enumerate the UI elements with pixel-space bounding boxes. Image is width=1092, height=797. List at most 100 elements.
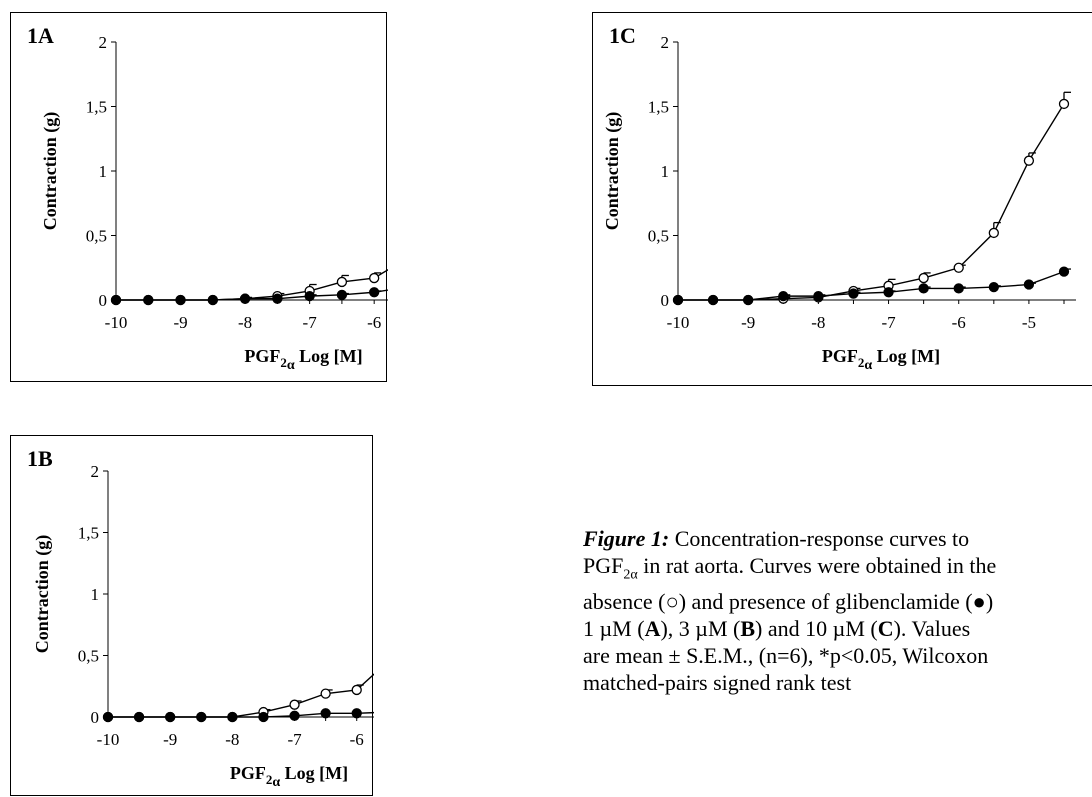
filled-circle-point — [304, 290, 315, 302]
filled-circle-point — [369, 287, 380, 298]
open-circle-point — [953, 262, 964, 273]
y-tick-label: 1 — [99, 162, 108, 181]
x-tick-label: -10 — [667, 313, 690, 332]
x-axis-label-tail: Log [M] — [280, 763, 348, 783]
open-circle-point — [351, 684, 362, 696]
filled-circle-point — [743, 294, 754, 306]
x-tick-label: -8 — [238, 313, 252, 332]
series-1-line — [108, 673, 374, 718]
y-axis-label: Contraction (g) — [32, 535, 53, 653]
filled-circle-point — [227, 711, 238, 723]
x-axis-label: PGF2α Log [M] — [230, 763, 348, 790]
x-tick-label: -10 — [105, 313, 128, 332]
y-tick-label: 0 — [91, 708, 100, 727]
filled-circle-point — [918, 283, 929, 294]
x-tick-label: -8 — [811, 313, 825, 332]
x-axis-label-subsub: α — [272, 775, 280, 790]
filled-circle-point — [1058, 266, 1070, 277]
filled-circle-point — [813, 290, 824, 302]
y-tick-label: 1 — [661, 162, 670, 181]
y-tick-label: 1,5 — [648, 98, 669, 117]
y-axis-label: Contraction (g) — [40, 112, 61, 230]
x-tick-label: -7 — [287, 730, 302, 749]
filled-circle-point — [988, 281, 999, 293]
caption-line-4b: ), 3 µM ( — [660, 616, 741, 642]
y-tick-label: 0,5 — [78, 647, 99, 666]
x-axis-label-subsub: α — [287, 358, 295, 373]
y-tick-label: 2 — [99, 33, 108, 52]
x-axis-label-sub: 2 — [858, 355, 865, 370]
panel-label: 1C — [609, 23, 636, 48]
caption-letter-c: C — [877, 616, 894, 642]
y-tick-label: 0 — [661, 291, 670, 310]
caption-line-4d: ). Values — [893, 616, 971, 642]
series-2-line — [108, 711, 374, 718]
caption-line-6: matched-pairs signed rank test — [583, 670, 852, 696]
y-tick-label: 0 — [99, 291, 108, 310]
x-tick-label: -6 — [350, 730, 364, 749]
caption-pgf-subscript: 2α — [623, 567, 638, 583]
x-axis-label-main: PGF — [230, 763, 266, 783]
filled-circle-point — [239, 293, 251, 304]
x-axis-label-sub: 2 — [266, 772, 273, 787]
x-tick-label: -6 — [952, 313, 966, 332]
filled-circle-point — [133, 711, 145, 723]
series-1-line — [678, 103, 1065, 301]
x-axis-label-main: PGF — [244, 346, 280, 366]
x-axis-label-sub: 2 — [280, 355, 287, 370]
x-tick-label: -10 — [97, 730, 120, 749]
open-circle-point — [289, 699, 300, 710]
filled-circle-point — [165, 711, 176, 723]
caption-line-5: are mean ± S.E.M., (n=6), *p<0.05, Wilco… — [583, 643, 989, 669]
y-tick-label: 2 — [91, 462, 100, 481]
filled-circle-point — [272, 293, 283, 304]
filled-circle-point — [848, 288, 859, 299]
filled-circle-point — [1023, 279, 1035, 290]
filled-circle-point — [953, 283, 964, 294]
x-tick-label: -9 — [163, 730, 177, 749]
series-2-line — [678, 270, 1065, 301]
x-tick-label: -6 — [367, 313, 381, 332]
caption-line-4a: 1 µM ( — [583, 616, 645, 642]
x-tick-label: -7 — [303, 313, 318, 332]
open-circle-point — [1023, 155, 1035, 166]
y-tick-label: 0,5 — [86, 227, 107, 246]
x-axis-label-tail: Log [M] — [872, 346, 940, 366]
caption-line-2-text: in rat aorta. Curves were obtained in th… — [637, 553, 997, 578]
y-tick-label: 2 — [661, 33, 670, 52]
y-tick-label: 0,5 — [648, 227, 669, 246]
open-circle-point — [1058, 98, 1070, 110]
y-tick-label: 1 — [91, 585, 100, 604]
filled-circle-point — [258, 711, 269, 723]
filled-circle-point — [672, 294, 684, 306]
x-tick-label: -7 — [881, 313, 896, 332]
chart-svg: 1C 0 0,5 1 1,5 2 -10 -9 -8 -7 -6 -5 Contraction (g) P… — [602, 23, 1076, 373]
filled-circle-point — [883, 287, 894, 298]
x-axis-label-subsub: α — [864, 358, 872, 373]
filled-circle-point — [336, 289, 348, 300]
x-tick-label: -9 — [173, 313, 187, 332]
filled-circle-point — [102, 711, 114, 723]
caption-line-4: 1 µM (A), 3 µM (B) and 10 µM (C). Values — [583, 615, 1092, 642]
filled-circle-point — [207, 294, 218, 306]
x-tick-label: -8 — [225, 730, 239, 749]
caption-line-1-text: Concentration-response curves to — [669, 526, 970, 551]
series-2-line — [116, 289, 388, 301]
caption-letter-a: A — [644, 616, 661, 642]
filled-circle-point — [110, 294, 122, 306]
filled-circle-point — [143, 294, 154, 306]
caption-figure-label: Figure 1: — [583, 526, 670, 551]
x-axis-label: PGF2α Log [M] — [822, 346, 940, 373]
filled-circle-point — [289, 710, 300, 721]
filled-circle-point — [707, 294, 719, 306]
open-circle-point — [336, 276, 348, 288]
caption-line-1: Figure 1: Concentration-response curves … — [583, 525, 1092, 552]
open-circle-point — [988, 227, 999, 239]
x-axis-label-tail: Log [M] — [295, 346, 363, 366]
caption-line-4c: ) and 10 µM ( — [755, 616, 878, 642]
x-tick-label: -9 — [741, 313, 755, 332]
y-tick-label: 1,5 — [78, 524, 99, 543]
x-tick-label: -5 — [1022, 313, 1036, 332]
